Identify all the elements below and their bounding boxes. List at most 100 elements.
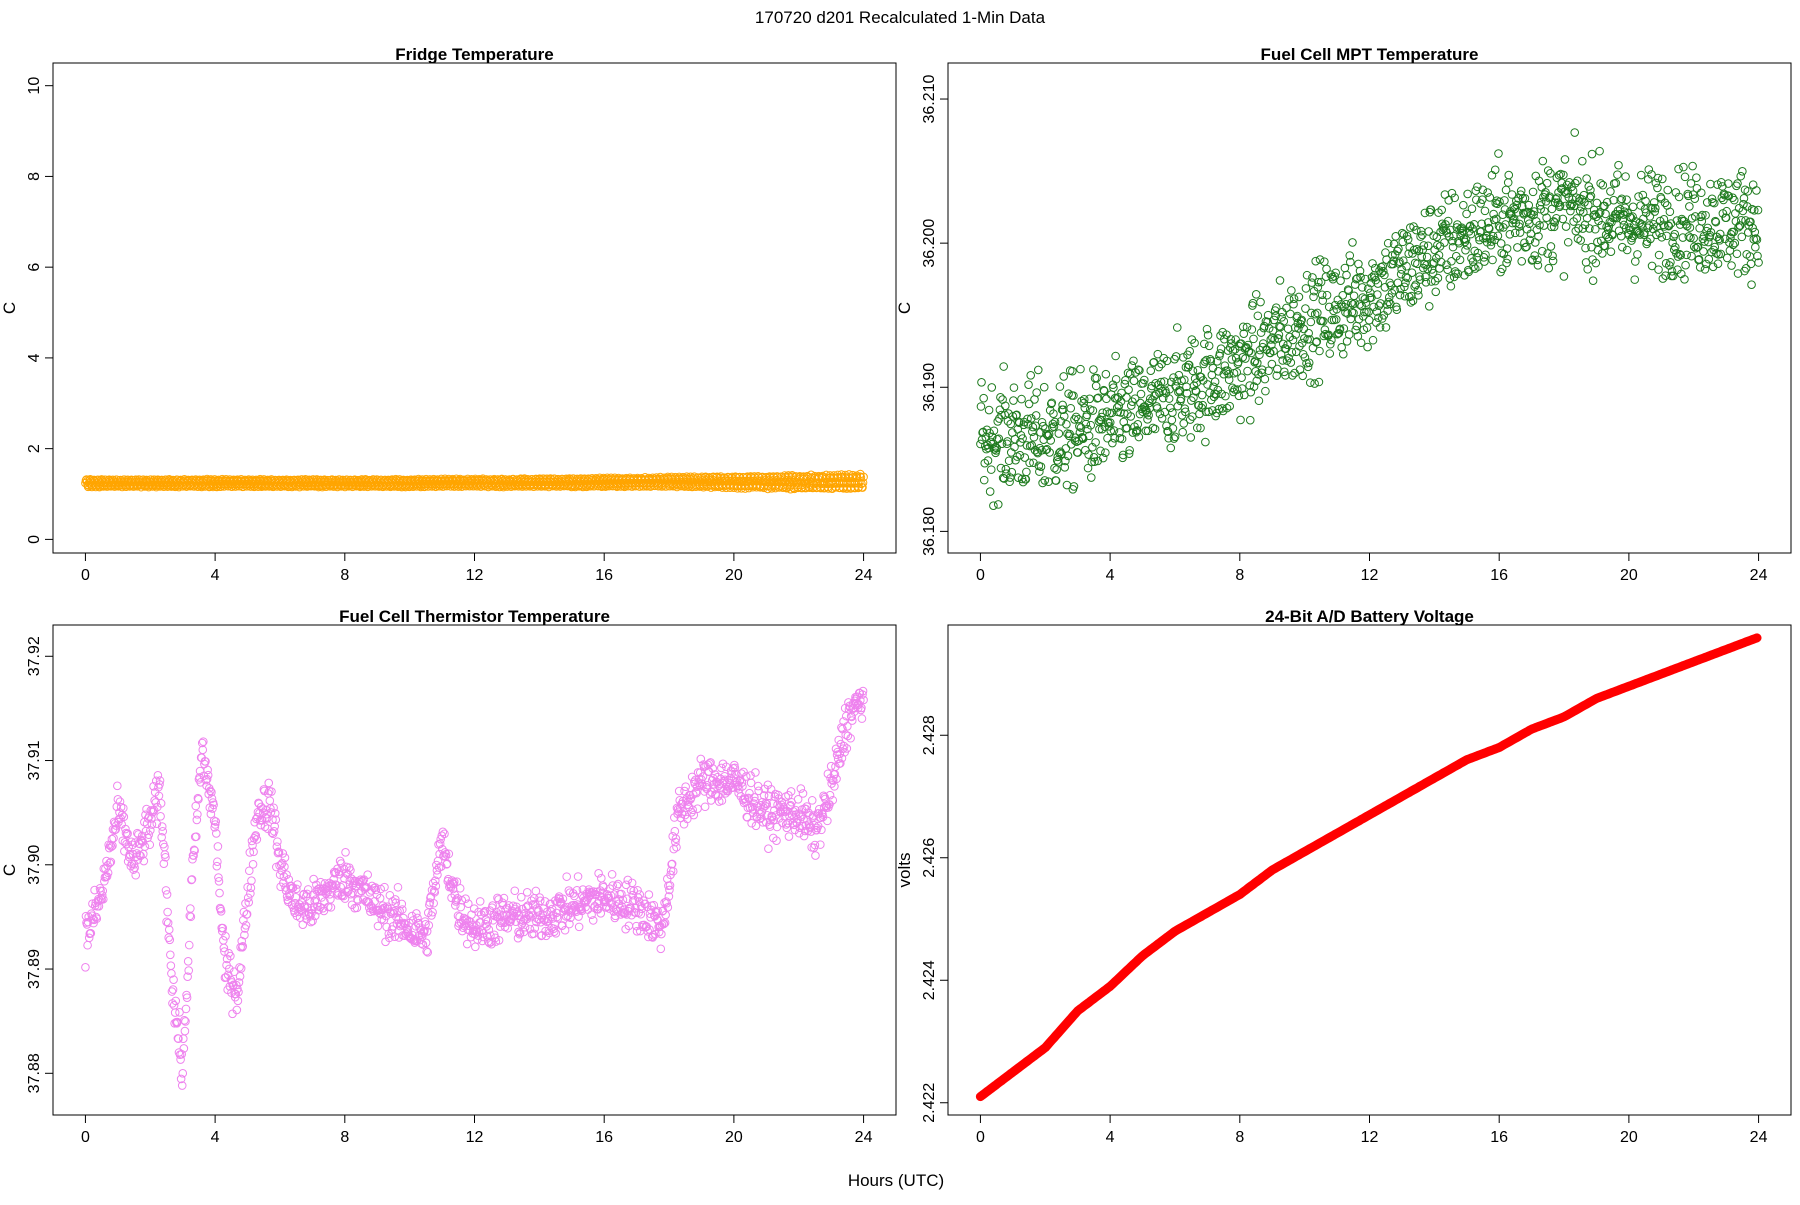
data-point	[706, 758, 715, 767]
y-tick-label: 0	[26, 535, 43, 544]
data-point	[403, 928, 413, 937]
data-point	[1699, 231, 1709, 241]
data-point	[1659, 215, 1669, 224]
data-point	[114, 815, 124, 824]
data-point	[605, 884, 615, 893]
data-point	[654, 927, 664, 937]
data-point	[1416, 232, 1425, 241]
data-point	[218, 923, 228, 933]
data-point	[1091, 438, 1100, 447]
data-point	[1202, 324, 1212, 334]
data-point	[190, 846, 199, 855]
data-point	[664, 892, 674, 901]
data-point	[442, 860, 451, 869]
data-point	[1596, 179, 1605, 188]
data-point	[1520, 193, 1530, 203]
data-point	[346, 866, 355, 875]
data-point	[1381, 323, 1391, 332]
data-point	[574, 922, 584, 932]
data-point	[1275, 321, 1284, 331]
data-point	[1408, 296, 1418, 306]
data-point	[203, 765, 212, 775]
data-point	[1228, 346, 1238, 355]
data-point	[1280, 367, 1289, 377]
data-point	[1308, 273, 1317, 282]
data-point	[1102, 394, 1111, 404]
data-point	[1263, 317, 1272, 327]
data-point	[1049, 422, 1059, 431]
data-point	[1474, 262, 1483, 271]
data-point	[193, 810, 202, 819]
data-point	[1668, 238, 1677, 248]
data-point	[816, 840, 825, 849]
data-point	[1690, 194, 1700, 203]
data-point	[480, 906, 490, 916]
data-point	[168, 985, 178, 994]
data-point	[573, 872, 583, 881]
data-point	[133, 828, 142, 838]
data-point	[976, 402, 986, 411]
data-point	[1697, 216, 1707, 226]
data-point	[1480, 206, 1490, 216]
data-point	[1234, 357, 1243, 367]
data-point	[437, 831, 447, 841]
data-point	[269, 803, 278, 813]
data-point	[1345, 251, 1355, 260]
data-point	[1539, 192, 1548, 202]
data-point	[1144, 398, 1154, 408]
data-point	[1462, 209, 1471, 219]
y-tick-label: 6	[26, 263, 43, 272]
data-point	[155, 780, 164, 789]
data-point	[1485, 193, 1495, 202]
data-point	[1363, 284, 1373, 293]
data-point	[444, 849, 454, 859]
data-point	[1622, 245, 1632, 255]
data-point	[1387, 288, 1397, 298]
data-point	[1289, 299, 1298, 309]
data-point	[1608, 230, 1617, 240]
data-point	[1181, 407, 1190, 417]
data-point	[1272, 371, 1282, 380]
data-point	[140, 842, 150, 851]
data-point	[842, 744, 852, 753]
data-point	[1375, 323, 1385, 332]
data-point	[668, 866, 678, 876]
data-point	[1658, 174, 1667, 184]
data-point	[1570, 178, 1580, 188]
data-point	[1467, 204, 1477, 213]
data-point	[1630, 275, 1640, 284]
data-point	[1689, 234, 1698, 243]
data-point	[1253, 311, 1263, 321]
data-point	[1744, 228, 1753, 237]
data-point	[1560, 155, 1570, 164]
data-point	[1129, 356, 1138, 366]
data-point	[1447, 188, 1457, 198]
data-point	[210, 820, 220, 829]
data-point	[670, 826, 680, 836]
data-point	[1304, 328, 1313, 338]
data-point	[131, 870, 141, 880]
data-point	[1245, 415, 1255, 425]
data-point	[1364, 307, 1373, 317]
data-point	[717, 763, 726, 773]
data-point	[1304, 358, 1314, 368]
data-point	[1374, 313, 1383, 323]
data-point	[1169, 434, 1179, 443]
data-point	[1199, 339, 1209, 349]
data-point	[562, 872, 571, 881]
data-point	[1060, 463, 1070, 472]
data-point	[1092, 373, 1101, 383]
y-tick-label: 36.190	[921, 363, 938, 412]
data-point	[1488, 255, 1497, 265]
data-point	[1752, 235, 1762, 244]
data-point	[1117, 388, 1126, 398]
data-point	[1098, 453, 1108, 463]
data-point	[1288, 371, 1297, 380]
data-point	[481, 915, 491, 924]
data-point	[1349, 308, 1358, 318]
data-point	[1026, 370, 1036, 380]
data-point	[1187, 396, 1196, 405]
data-point	[1686, 179, 1696, 188]
data-point	[1515, 219, 1524, 229]
data-point	[1634, 192, 1643, 201]
